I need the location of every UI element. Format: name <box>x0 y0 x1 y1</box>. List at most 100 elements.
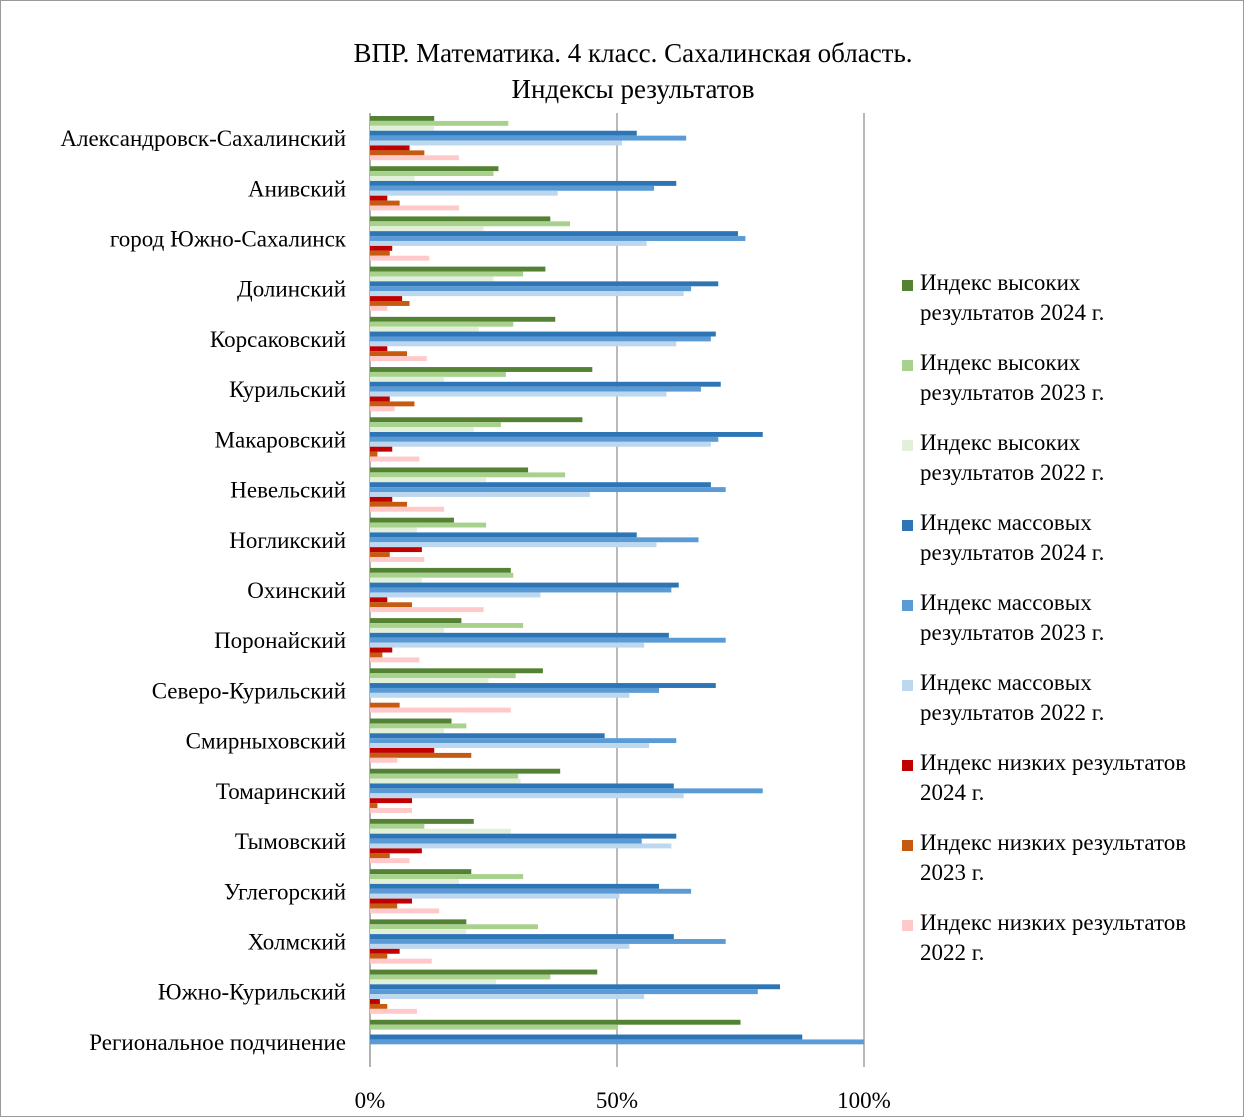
bar <box>370 582 679 588</box>
bar <box>370 723 467 729</box>
bar <box>370 477 487 483</box>
bar <box>370 305 388 311</box>
legend-swatch <box>902 760 913 771</box>
bar <box>370 176 415 181</box>
category-label: Поронайский <box>214 628 346 653</box>
bar <box>370 707 511 713</box>
bar <box>370 808 412 813</box>
bar <box>370 587 672 593</box>
bar <box>370 432 763 437</box>
bar <box>370 276 494 282</box>
bar <box>370 898 412 904</box>
legend-item: Индекс массовых результатов 2023 г. <box>902 588 1242 668</box>
bar <box>370 487 726 493</box>
bar <box>370 793 684 799</box>
bar <box>370 702 400 708</box>
legend-swatch <box>902 680 913 691</box>
legend-swatch <box>902 520 913 531</box>
bar <box>370 422 501 428</box>
category-label: Невельский <box>230 478 346 503</box>
category-label: Тымовский <box>235 829 346 854</box>
legend-label: 2024 г. <box>920 780 985 805</box>
bar <box>370 919 467 925</box>
legend-item: Индекс массовых результатов 2024 г. <box>902 508 1242 588</box>
bar <box>370 532 637 538</box>
bar <box>370 903 398 909</box>
bar <box>370 386 701 392</box>
bar <box>370 266 546 272</box>
category-label: Северо-Курильский <box>152 678 346 703</box>
legend-label: результатов 2024 г. <box>920 300 1105 325</box>
bar <box>370 185 655 191</box>
bar <box>370 974 551 980</box>
legend-label: результатов 2022 г. <box>920 460 1105 485</box>
bar <box>370 456 420 462</box>
bar <box>370 1019 741 1025</box>
legend-swatch <box>902 280 913 291</box>
bar <box>370 145 410 151</box>
chart-title-line-2: Индексы результатов <box>511 74 755 104</box>
bar <box>370 939 726 944</box>
bar <box>370 989 758 995</box>
bar <box>370 738 677 744</box>
bar <box>370 326 479 332</box>
bar <box>370 818 474 824</box>
bar <box>370 673 516 679</box>
bar <box>370 969 598 975</box>
bar <box>370 888 692 894</box>
bar <box>370 506 445 512</box>
bar <box>370 778 521 784</box>
legend-label: результатов 2023 г. <box>920 380 1105 405</box>
bar <box>370 240 647 246</box>
bar <box>370 537 699 543</box>
legend-label: Индекс массовых <box>920 590 1092 615</box>
bar <box>370 216 551 222</box>
bar <box>370 116 435 121</box>
bar <box>370 953 388 959</box>
bar <box>370 125 435 131</box>
bar <box>370 482 711 488</box>
bar <box>370 692 630 698</box>
legend-label: Индекс высоких <box>920 350 1081 375</box>
bar <box>370 642 645 648</box>
bar <box>370 833 677 839</box>
legend-swatch <box>902 440 913 451</box>
bar <box>370 367 593 372</box>
bar <box>370 436 719 442</box>
bar <box>370 150 425 156</box>
bar <box>370 687 659 693</box>
category-label: город Южно-Сахалинск <box>110 227 347 252</box>
bar <box>370 255 430 261</box>
bar <box>370 853 390 859</box>
bar <box>370 748 435 753</box>
legend-item: Индекс высоких результатов 2022 г. <box>902 428 1242 508</box>
bar <box>370 683 716 688</box>
bar <box>370 823 425 829</box>
bar <box>370 371 506 377</box>
bar <box>370 567 511 573</box>
bar <box>370 336 711 342</box>
bar <box>370 798 412 804</box>
bar <box>370 848 422 854</box>
bar <box>370 999 380 1004</box>
bar <box>370 1003 388 1009</box>
legend-label: Индекс массовых <box>920 510 1092 535</box>
category-label: Анивский <box>248 176 346 201</box>
bar <box>370 245 393 251</box>
category-labels: Александровск-Сахалинский Анивский город Ю… <box>60 126 346 1055</box>
bar <box>370 356 427 362</box>
category-label: Смирныховский <box>186 729 346 754</box>
legend-item: Индекс низких результатов 2024 г. <box>902 748 1242 828</box>
legend-item: Индекс низких результатов 2023 г. <box>902 828 1242 908</box>
bar <box>370 678 489 684</box>
category-label: Углегорский <box>224 879 346 904</box>
legend-label: Индекс низких результатов <box>920 750 1187 775</box>
bar <box>370 140 622 146</box>
bar <box>370 316 556 322</box>
bar <box>370 883 659 889</box>
legend-item: Индекс высоких результатов 2024 г. <box>902 268 1242 348</box>
bar <box>370 496 393 502</box>
bar <box>370 607 484 613</box>
bar <box>370 597 388 603</box>
